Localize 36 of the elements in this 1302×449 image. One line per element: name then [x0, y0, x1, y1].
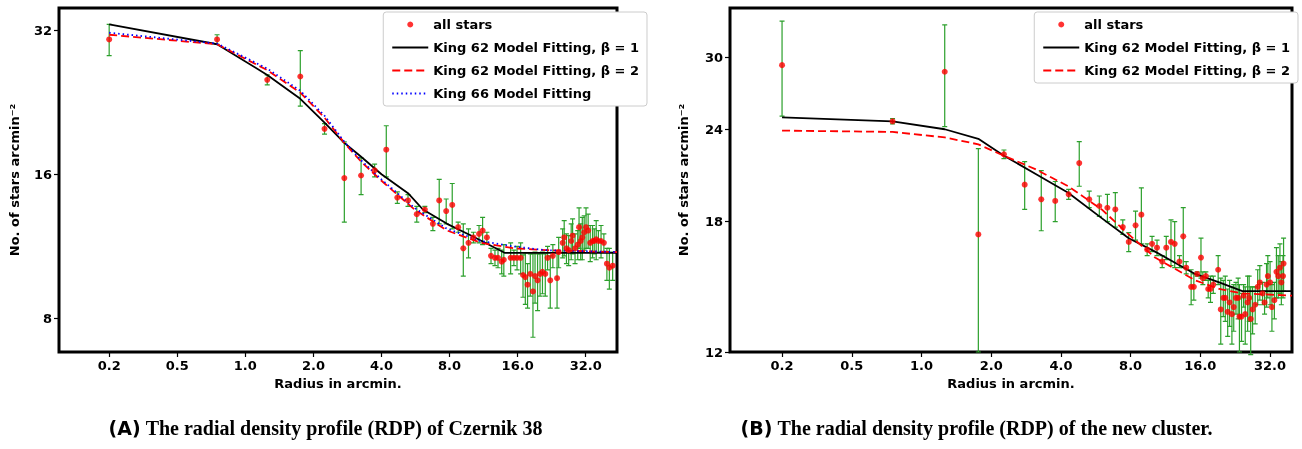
y-tick-label: 32 [33, 22, 52, 38]
x-tick-label: 32.0 [1254, 358, 1287, 373]
y-tick-label: 16 [33, 166, 52, 182]
x-tick-label: 1.0 [233, 358, 257, 373]
x-tick-label: 16.0 [501, 358, 534, 373]
legend-label: King 66 Model Fitting [433, 86, 592, 101]
x-tick-label: 4.0 [369, 358, 393, 373]
x-tick-label: 8.0 [438, 358, 462, 373]
x-axis-title: Radius in arcmin. [274, 375, 402, 391]
y-axis-title: No. of stars arcmin⁻² [676, 103, 691, 257]
legend-label: all stars [433, 17, 493, 32]
x-tick-label: 0.5 [840, 358, 864, 373]
x-tick-label: 8.0 [1119, 358, 1143, 373]
x-axis-title: Radius in arcmin. [947, 375, 1075, 391]
x-tick-label: 4.0 [1049, 358, 1073, 373]
x-tick-label: 0.5 [165, 358, 189, 373]
x-tick-label: 1.0 [909, 358, 933, 373]
x-tick-label: 32.0 [569, 358, 602, 373]
legend-label: King 62 Model Fitting, β = 1 [433, 40, 639, 55]
legend-label: King 62 Model Fitting, β = 1 [1084, 40, 1290, 55]
legend-label: King 62 Model Fitting, β = 2 [433, 63, 639, 78]
text: (A) The radial density profile (RDP) of Czernik 38 [108, 417, 543, 440]
x-tick-label: 16.0 [1184, 358, 1217, 373]
y-tick-label: 24 [704, 121, 723, 137]
y-tick-label: 12 [704, 344, 723, 360]
legend-label: King 62 Model Fitting, β = 2 [1084, 63, 1290, 78]
x-tick-label: 2.0 [301, 358, 325, 373]
y-tick-label: 8 [42, 310, 52, 326]
text: (B) The radial density profile (RDP) of the new cluster. [740, 417, 1213, 440]
y-tick-label: 18 [704, 214, 723, 230]
x-tick-label: 2.0 [979, 358, 1003, 373]
y-axis-title: No. of stars arcmin⁻² [7, 103, 22, 257]
x-tick-label: 0.2 [97, 358, 121, 373]
x-tick-label: 0.2 [770, 358, 794, 373]
legend-label: all stars [1084, 17, 1144, 32]
y-tick-label: 30 [704, 50, 723, 66]
